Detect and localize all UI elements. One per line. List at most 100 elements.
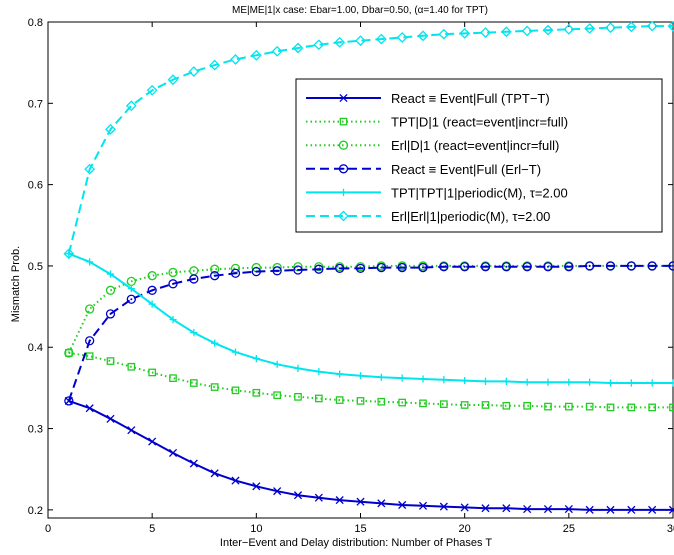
- series-4: [64, 261, 674, 406]
- data-point-dot: [130, 298, 133, 301]
- data-point-circle: [126, 294, 136, 304]
- data-point-square: [648, 403, 657, 412]
- legend-label: Erl|Erl|1|periodic(M), τ=2.00: [391, 209, 550, 224]
- data-point-plus: [356, 372, 365, 380]
- data-point-plus: [148, 300, 156, 308]
- x-axis-label: Inter−Event and Delay distribution: Numb…: [220, 537, 492, 549]
- data-point-circle-dot: [147, 285, 157, 295]
- data-point-circle-dot: [126, 294, 136, 304]
- data-point-square: [335, 396, 344, 404]
- legend-entry: React ≡ Event|Full (Erl−T): [306, 162, 541, 177]
- data-point-square: [627, 403, 636, 412]
- data-point-circle-dot: [189, 274, 199, 284]
- data-point-circle: [439, 262, 449, 272]
- data-point-circle: [105, 309, 116, 319]
- data-point-circle: [147, 285, 157, 295]
- data-point-x: [585, 505, 594, 514]
- data-point-plus: [544, 378, 552, 386]
- data-point-circle: [397, 262, 407, 273]
- legend-label: TPT|D|1 (react=event|incr=full): [391, 115, 568, 130]
- data-point-circle-dot: [480, 262, 491, 272]
- data-point-square: [231, 386, 240, 395]
- data-point-diamond: [334, 36, 346, 48]
- data-point-square: [398, 398, 407, 407]
- data-point-diamond: [646, 20, 658, 32]
- data-point-square: [564, 402, 573, 411]
- data-point-diamond: [63, 248, 75, 260]
- series-2: [64, 349, 674, 412]
- data-point-circle: [314, 262, 324, 272]
- data-point-dot: [255, 270, 258, 273]
- data-point-diamond: [500, 26, 512, 38]
- data-point-dot: [192, 277, 195, 280]
- x-axis: 0 5 10 15 20 25 30: [45, 22, 674, 535]
- data-point-dot: [651, 264, 654, 267]
- data-point-square: [252, 388, 261, 397]
- legend-label: Erl|D|1 (react=event|incr=full): [391, 138, 559, 153]
- data-point-square: [127, 362, 136, 371]
- data-point-diamond: [563, 23, 575, 35]
- data-point-circle-dot: [647, 261, 657, 271]
- data-point-x: [273, 487, 282, 496]
- data-point-x: [356, 497, 365, 506]
- data-point-diamond: [417, 30, 429, 42]
- data-point-square: [439, 400, 448, 409]
- data-point-circle: [105, 285, 116, 295]
- data-point-circle: [647, 261, 657, 271]
- x-tick-label: 10: [250, 523, 262, 535]
- data-point-x: [314, 493, 323, 502]
- data-point-dot: [588, 264, 591, 267]
- series-6: [63, 20, 674, 260]
- data-point-plus: [669, 379, 674, 387]
- data-point-diamond: [625, 21, 637, 33]
- data-point-dot: [422, 266, 424, 269]
- data-point-circle: [230, 268, 241, 278]
- data-point-circle: [501, 262, 511, 272]
- data-point-plus: [273, 360, 281, 368]
- data-point-square: [210, 383, 219, 391]
- legend-box: [295, 78, 663, 233]
- data-point-circle-dot: [210, 271, 220, 281]
- data-point-plus: [440, 376, 448, 384]
- data-point-circle: [293, 265, 303, 275]
- data-point-x: [127, 426, 136, 435]
- data-point-diamond: [521, 25, 533, 37]
- data-point-plus: [523, 378, 531, 386]
- data-point-x: [252, 482, 261, 491]
- data-point-square: [273, 391, 282, 400]
- data-point-dot: [380, 266, 383, 269]
- data-point-plus: [481, 377, 490, 385]
- data-point-x: [606, 505, 615, 514]
- data-point-square: [460, 401, 469, 409]
- data-point-x: [335, 496, 344, 505]
- data-point-dot: [234, 272, 237, 275]
- data-point-diamond: [355, 35, 366, 47]
- data-point-dot: [67, 399, 70, 402]
- legend-label: React ≡ Event|Full (Erl−T): [391, 162, 541, 177]
- legend-entry: TPT|D|1 (react=event|incr=full): [306, 115, 568, 130]
- data-point-dot: [484, 265, 487, 268]
- legend-label: React ≡ Event|Full (TPT−T): [391, 91, 550, 106]
- data-point-dot: [338, 267, 341, 270]
- data-point-x: [418, 501, 428, 510]
- y-axis-label: Mismatch Prob.: [10, 246, 22, 322]
- data-point-diamond: [146, 84, 158, 96]
- data-point-plus: [211, 339, 219, 347]
- data-point-square: [356, 397, 365, 405]
- series-line: [68, 399, 673, 511]
- y-tick-label: 0.4: [28, 342, 43, 354]
- data-point-x: [189, 459, 198, 468]
- data-point-circle-dot: [418, 262, 428, 273]
- legend-entry: Erl|D|1 (react=event|incr=full): [306, 138, 559, 153]
- data-point-circle-dot: [64, 396, 74, 406]
- data-point-diamond: [542, 24, 554, 36]
- data-point-plus: [127, 285, 135, 293]
- data-point-diamond: [84, 163, 96, 175]
- data-point-x: [339, 93, 348, 103]
- data-point-x: [210, 469, 219, 478]
- y-tick-label: 0.8: [28, 17, 43, 29]
- data-point-x: [481, 504, 490, 513]
- data-point-circle-dot: [397, 262, 407, 273]
- data-point-circle: [460, 262, 470, 272]
